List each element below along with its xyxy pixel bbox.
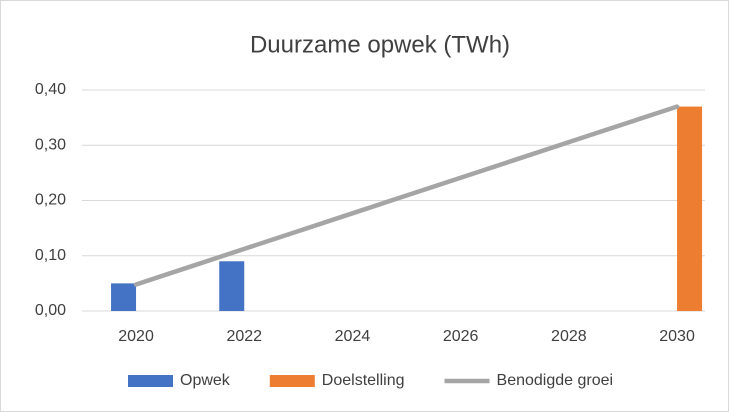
legend-swatch — [269, 375, 315, 387]
bar — [677, 106, 703, 311]
x-tick-label: 2026 — [443, 328, 479, 345]
y-tick-label: 0,30 — [35, 136, 66, 153]
x-tick-label: 2022 — [226, 328, 262, 345]
y-tick-label: 0,10 — [35, 247, 66, 264]
legend-label: Benodigde groei — [497, 372, 614, 389]
y-tick-label: 0,20 — [35, 192, 66, 209]
y-tick-label: 0,40 — [35, 81, 66, 98]
legend-label: Doelstelling — [322, 372, 405, 389]
y-tick-label: 0,00 — [35, 302, 66, 319]
x-tick-label: 2020 — [118, 328, 154, 345]
legend-label: Opwek — [180, 372, 231, 389]
line — [133, 104, 680, 287]
bar — [111, 283, 137, 311]
x-tick-label: 2030 — [659, 328, 695, 345]
bar — [219, 261, 245, 311]
x-tick-label: 2024 — [335, 328, 371, 345]
legend-swatch — [128, 375, 173, 387]
chart-title: Duurzame opwek (TWh) — [250, 31, 510, 58]
x-tick-label: 2028 — [551, 328, 587, 345]
